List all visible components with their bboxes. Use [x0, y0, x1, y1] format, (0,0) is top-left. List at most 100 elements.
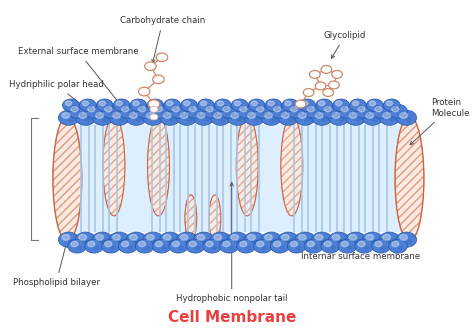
Circle shape — [271, 118, 276, 121]
Circle shape — [119, 240, 124, 244]
Circle shape — [333, 99, 349, 112]
Circle shape — [373, 240, 378, 244]
Circle shape — [228, 110, 248, 125]
Circle shape — [358, 241, 365, 247]
Circle shape — [375, 107, 382, 112]
Circle shape — [379, 232, 400, 247]
Circle shape — [321, 104, 340, 118]
Circle shape — [316, 99, 333, 112]
Circle shape — [75, 110, 96, 125]
Circle shape — [96, 99, 113, 112]
Circle shape — [153, 75, 164, 84]
Circle shape — [349, 234, 357, 240]
Circle shape — [362, 110, 383, 125]
Circle shape — [383, 234, 391, 240]
Circle shape — [169, 239, 188, 253]
Circle shape — [383, 99, 400, 112]
Circle shape — [121, 241, 129, 247]
Circle shape — [364, 246, 369, 250]
Circle shape — [244, 232, 264, 247]
Circle shape — [189, 241, 196, 247]
Circle shape — [295, 110, 315, 125]
Circle shape — [246, 111, 251, 115]
Circle shape — [291, 105, 294, 108]
Circle shape — [310, 71, 320, 78]
Circle shape — [270, 104, 289, 118]
Circle shape — [285, 101, 291, 106]
Circle shape — [356, 118, 361, 121]
Circle shape — [312, 232, 332, 247]
Ellipse shape — [236, 116, 258, 216]
Circle shape — [305, 240, 310, 244]
Circle shape — [220, 240, 226, 244]
Circle shape — [116, 101, 122, 106]
Circle shape — [330, 246, 335, 250]
Circle shape — [390, 118, 394, 121]
Circle shape — [268, 101, 274, 106]
Circle shape — [156, 53, 168, 62]
Circle shape — [109, 232, 129, 247]
Ellipse shape — [147, 116, 170, 216]
Circle shape — [160, 110, 180, 125]
Circle shape — [372, 104, 391, 118]
Circle shape — [102, 118, 108, 121]
Circle shape — [69, 240, 74, 244]
Circle shape — [152, 239, 171, 253]
Circle shape — [223, 107, 230, 112]
Circle shape — [332, 234, 340, 240]
Circle shape — [201, 101, 207, 106]
Circle shape — [375, 105, 379, 108]
Circle shape — [88, 241, 95, 247]
Circle shape — [121, 105, 126, 108]
Circle shape — [77, 111, 82, 115]
Circle shape — [356, 240, 361, 244]
Circle shape — [298, 234, 306, 240]
Circle shape — [102, 240, 108, 244]
Text: Glycolipid: Glycolipid — [324, 31, 366, 58]
Bar — [65, 125, 412, 232]
Circle shape — [195, 111, 200, 115]
Circle shape — [88, 105, 92, 108]
Circle shape — [237, 104, 255, 118]
Circle shape — [82, 101, 89, 106]
Circle shape — [282, 113, 289, 118]
Circle shape — [105, 107, 112, 112]
Circle shape — [214, 113, 222, 118]
Circle shape — [237, 240, 243, 244]
Circle shape — [273, 105, 278, 108]
Circle shape — [270, 239, 289, 253]
Circle shape — [298, 113, 306, 118]
Ellipse shape — [395, 116, 424, 241]
Circle shape — [68, 239, 86, 253]
Circle shape — [339, 240, 344, 244]
Ellipse shape — [53, 116, 82, 241]
Circle shape — [150, 114, 158, 120]
Circle shape — [135, 239, 154, 253]
Circle shape — [278, 232, 299, 247]
Circle shape — [146, 113, 154, 118]
Circle shape — [203, 104, 221, 118]
Circle shape — [379, 110, 400, 125]
Circle shape — [187, 240, 192, 244]
Circle shape — [189, 105, 193, 108]
Circle shape — [96, 234, 103, 240]
Circle shape — [229, 246, 234, 250]
Circle shape — [322, 118, 327, 121]
Circle shape — [111, 111, 116, 115]
Circle shape — [288, 118, 293, 121]
Circle shape — [278, 110, 299, 125]
Circle shape — [315, 113, 323, 118]
Circle shape — [138, 241, 146, 247]
Ellipse shape — [209, 195, 221, 241]
Circle shape — [193, 110, 214, 125]
Circle shape — [264, 113, 272, 118]
Circle shape — [212, 246, 217, 250]
Circle shape — [210, 232, 231, 247]
Circle shape — [328, 232, 349, 247]
Circle shape — [366, 99, 383, 112]
Circle shape — [170, 118, 175, 121]
Circle shape — [146, 234, 154, 240]
Circle shape — [396, 110, 417, 125]
Circle shape — [389, 104, 407, 118]
Circle shape — [330, 111, 335, 115]
